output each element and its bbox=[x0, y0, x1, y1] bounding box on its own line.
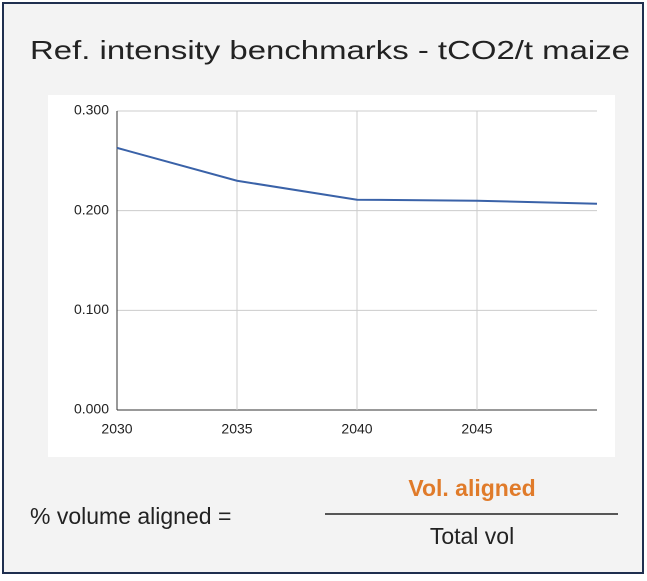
numerator: Vol. aligned bbox=[408, 475, 535, 501]
chart-title: Ref. intensity benchmarks - tCO2/t maize bbox=[30, 35, 630, 65]
plot-background bbox=[48, 95, 615, 457]
formula-label: % volume aligned = bbox=[30, 503, 231, 529]
series-line bbox=[116, 146, 598, 205]
y-tick-label: 0.100 bbox=[74, 301, 109, 317]
y-tick-label: 0.300 bbox=[74, 102, 109, 118]
x-tick-label: 2030 bbox=[101, 421, 132, 437]
y-tick-label: 0.000 bbox=[74, 401, 109, 417]
x-tick-label: 2035 bbox=[221, 421, 252, 437]
x-tick-label: 2040 bbox=[341, 421, 372, 437]
denominator: Total vol bbox=[430, 523, 514, 549]
y-tick-label: 0.200 bbox=[74, 201, 109, 217]
x-tick-label: 2045 bbox=[461, 421, 492, 437]
